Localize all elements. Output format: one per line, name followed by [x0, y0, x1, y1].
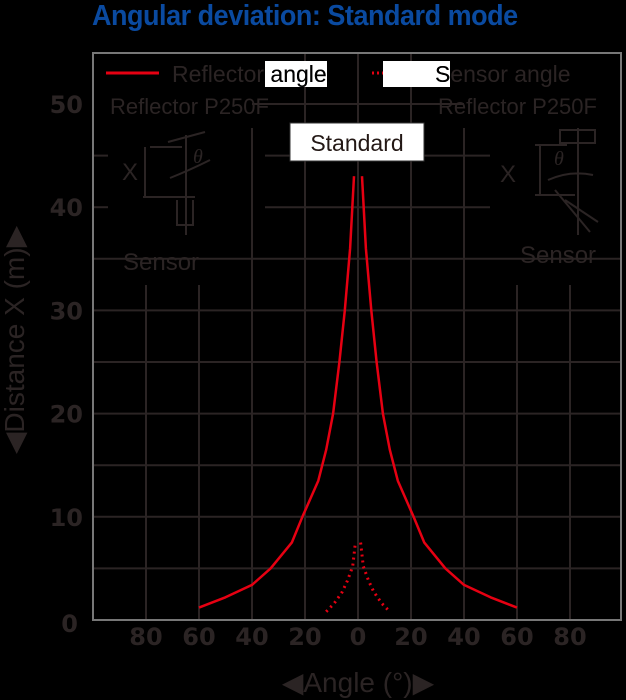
x-tick-label: 40: [235, 623, 268, 651]
x-axis-label: ◀Angle (°)▶: [282, 667, 435, 698]
legend-label-reflector-overlay: Reflector angle: [172, 61, 327, 87]
theta-symbol-left: θ: [193, 146, 203, 168]
x-tick-label: 60: [182, 623, 215, 651]
grid: [93, 53, 621, 620]
sensor-label-right: Sensor: [520, 242, 596, 269]
reflector-label-right: Reflector P250F: [438, 94, 597, 119]
y-tick-label: 50: [50, 91, 83, 119]
x-tick-label: 40: [447, 623, 480, 651]
x-tick-label: 80: [553, 623, 586, 651]
x-tick-label: 60: [500, 623, 533, 651]
sensor-diagram-right: [535, 128, 599, 235]
sensor-angle-curve-left: [325, 542, 357, 613]
x-symbol-right: X: [500, 161, 516, 188]
reflector-angle-curve-left: [198, 176, 356, 609]
y-tick-label: 20: [50, 401, 83, 429]
legend-highlight: [265, 61, 327, 87]
y-tick-label: 30: [50, 297, 83, 325]
legend-highlight: [383, 61, 450, 87]
reflector-label-left: Reflector P250F: [110, 94, 269, 119]
sensor-angle-curve-right: [359, 542, 391, 613]
y-tick-label: 0: [61, 610, 78, 638]
legend-label-sensor-overlay: Sensor angle: [435, 61, 571, 87]
diagram-lines: [143, 131, 211, 235]
plot-frame: [92, 52, 622, 621]
x-tick-label: 80: [129, 623, 162, 651]
legend-label-sensor: Sensor angle: [435, 61, 571, 87]
mode-box: [289, 122, 425, 162]
mode-box-label: Standard: [310, 130, 403, 156]
y-axis-label: ◀Distance X (m)▶: [0, 225, 30, 454]
annotations: Reflector P250F Reflector P250F Sensor Sens…: [110, 94, 599, 276]
reflector-angle-curve-right: [360, 176, 518, 609]
diagram-lines: [535, 128, 599, 235]
y-tick-label: 40: [50, 194, 83, 222]
x-tick-label: 20: [288, 623, 321, 651]
x-tick-label: 20: [394, 623, 427, 651]
theta-symbol-right: θ: [554, 148, 564, 170]
y-tick-label: 10: [50, 504, 83, 532]
chart-title: Angular deviation: Standard mode: [92, 0, 518, 32]
x-tick-label: 0: [350, 623, 367, 651]
legend-label-reflector: Reflector angle: [172, 61, 327, 87]
sensor-diagram-left: [143, 131, 211, 235]
x-symbol-left: X: [122, 159, 138, 186]
sensor-label-left: Sensor: [123, 249, 199, 276]
